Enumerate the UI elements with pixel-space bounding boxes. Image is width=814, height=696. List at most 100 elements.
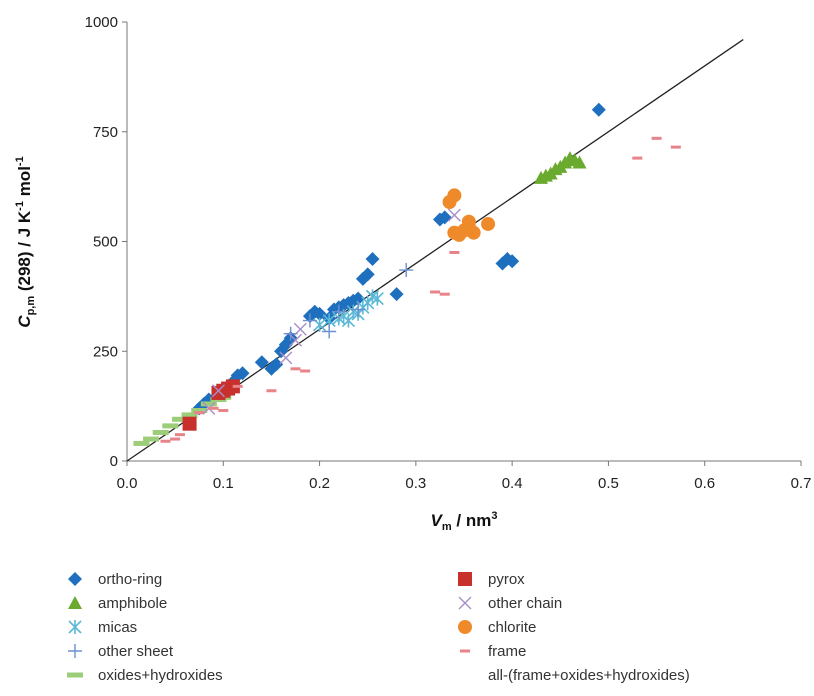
data-point — [266, 389, 277, 393]
data-point — [162, 423, 179, 429]
data-point — [194, 411, 205, 415]
legend-label: all-(frame+oxides+hydroxides) — [488, 667, 690, 684]
data-point — [289, 333, 302, 347]
data-point — [322, 324, 337, 339]
x-tick-label: 0.3 — [405, 475, 426, 492]
data-point — [430, 290, 441, 294]
data-point — [461, 214, 476, 229]
legend-label: pyrox — [488, 571, 525, 588]
data-point — [300, 369, 311, 373]
data-point — [174, 433, 185, 437]
data-point — [351, 291, 366, 306]
y-tick-label: 1000 — [85, 14, 118, 31]
legend-label: other chain — [488, 595, 562, 612]
data-point — [399, 263, 414, 278]
x-axis-ticks: 0.0 0.1 0.2 0.3 0.4 0.5 0.6 0.7 — [117, 461, 812, 492]
x-tick-label: 0.4 — [502, 475, 523, 492]
data-point — [360, 267, 375, 282]
legend-label: frame — [488, 643, 526, 660]
data-point — [160, 439, 171, 443]
legend: ortho-ring pyrox amphibole other chain micas… — [67, 571, 690, 684]
data-point — [208, 406, 219, 410]
x-tick-label: 0.6 — [694, 475, 715, 492]
x-tick-label: 0.7 — [791, 475, 812, 492]
y-axis-title: Cp,m (298) / J K-1 mol-1 — [14, 156, 37, 327]
x-tick-label: 0.0 — [117, 475, 138, 492]
data-point — [200, 401, 217, 407]
data-point — [449, 250, 460, 254]
legend-label: amphibole — [98, 595, 167, 612]
data-point — [670, 145, 681, 149]
data-point — [651, 136, 662, 140]
data-point — [439, 292, 450, 296]
data-point — [143, 436, 160, 442]
data-point — [572, 155, 587, 169]
data-point — [466, 225, 481, 240]
series-other-chain — [202, 208, 461, 415]
y-axis-ticks: 0 250 500 750 1000 — [85, 14, 127, 470]
series-chlorite — [442, 188, 496, 242]
data-point — [361, 295, 375, 310]
x-tick-label: 0.5 — [598, 475, 619, 492]
data-point — [211, 384, 225, 398]
y-tick-label: 750 — [93, 124, 118, 141]
data-point — [218, 409, 229, 413]
data-point — [152, 429, 169, 435]
data-point — [170, 437, 181, 441]
legend-marker — [458, 596, 472, 610]
data-point — [290, 367, 301, 371]
legend-marker — [68, 596, 82, 609]
legend-marker — [67, 672, 83, 678]
legend-marker — [68, 620, 82, 634]
x-tick-label: 0.1 — [213, 475, 234, 492]
series-frame — [160, 136, 681, 443]
data-point — [302, 313, 317, 328]
data-point — [182, 416, 197, 431]
data-point — [254, 355, 269, 370]
data-point — [505, 254, 520, 269]
data-point — [370, 291, 384, 306]
data-point — [312, 306, 327, 321]
data-point — [232, 384, 243, 388]
legend-marker — [460, 649, 470, 653]
data-point — [389, 287, 404, 302]
data-point — [269, 357, 284, 372]
legend-marker — [458, 620, 472, 634]
data-point — [133, 440, 150, 446]
data-point — [293, 322, 307, 336]
series-amphibole — [534, 151, 587, 184]
data-points — [133, 102, 681, 446]
series-pyrox — [182, 379, 240, 431]
x-tick-label: 0.2 — [309, 475, 330, 492]
data-point — [279, 351, 293, 365]
y-tick-label: 0 — [110, 453, 118, 470]
data-point — [447, 188, 462, 203]
data-point — [365, 252, 380, 267]
series-ortho-ring — [192, 102, 606, 416]
legend-label: other sheet — [98, 643, 174, 660]
data-point — [181, 412, 198, 418]
data-point — [191, 408, 208, 414]
y-tick-label: 500 — [93, 234, 118, 251]
legend-marker — [68, 644, 82, 658]
series-oxides-hydroxides — [133, 394, 232, 446]
series-other-sheet — [283, 263, 414, 341]
data-point — [591, 102, 606, 117]
data-point — [632, 156, 643, 160]
data-point — [235, 366, 250, 381]
data-point — [447, 208, 461, 222]
legend-label: ortho-ring — [98, 571, 162, 588]
x-axis-title: Vm / nm3 — [431, 510, 498, 533]
data-point — [331, 304, 346, 319]
legend-marker — [68, 572, 82, 586]
data-point — [171, 416, 188, 422]
legend-label: chlorite — [488, 619, 536, 636]
legend-label: micas — [98, 619, 137, 636]
data-point — [351, 302, 366, 317]
data-point — [481, 216, 496, 231]
legend-label: oxides+hydroxides — [98, 667, 223, 684]
y-tick-label: 250 — [93, 343, 118, 360]
series-micas — [313, 289, 384, 332]
legend-marker — [458, 572, 472, 586]
